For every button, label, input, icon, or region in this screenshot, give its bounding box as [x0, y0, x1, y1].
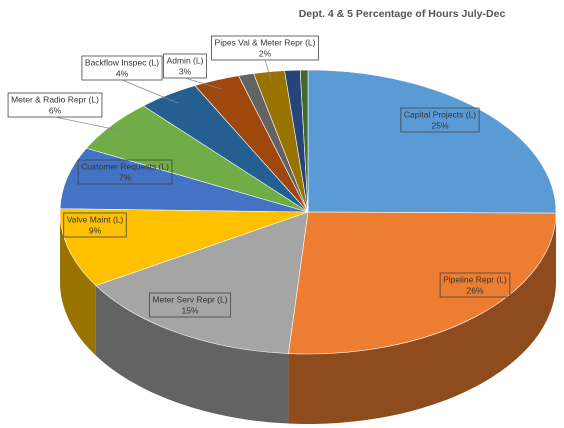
value-label: 15%: [181, 305, 198, 315]
data-label: Admin (L)3%: [163, 53, 207, 79]
data-label: Pipeline Repr (L)26%: [439, 272, 511, 298]
category-label: Admin (L): [167, 55, 204, 65]
label-box: [439, 272, 511, 298]
value-label: 25%: [431, 120, 448, 130]
category-label: Capital Projects (L): [404, 109, 476, 119]
data-label: Meter Serv Repr (L)15%: [149, 292, 231, 318]
value-label: 7%: [119, 172, 132, 182]
category-label: Customer Requests (L): [81, 161, 169, 171]
slice-side: [60, 212, 96, 356]
value-label: 4%: [116, 68, 129, 78]
category-label: Pipes Val & Meter Repr (L): [215, 37, 316, 47]
slice: [59, 208, 309, 286]
leader-line: [54, 116, 126, 132]
slice: [59, 147, 309, 213]
data-label: Valve Maint (L)9%: [63, 212, 127, 238]
label-box: [77, 159, 173, 185]
data-label: Meter & Radio Repr (L)6%: [7, 92, 103, 118]
value-label: 3%: [179, 66, 192, 76]
category-label: Meter & Radio Repr (L): [11, 94, 99, 104]
value-label: 9%: [89, 225, 102, 235]
slice: [307, 69, 557, 214]
leader-line: [121, 79, 178, 104]
value-label: 2%: [259, 48, 272, 58]
category-label: Valve Maint (L): [67, 214, 124, 224]
label-box: [400, 107, 480, 133]
chart-title: Dept. 4 & 5 Percentage of Hours July-Dec: [299, 8, 506, 20]
slice: [299, 69, 309, 213]
data-label: Customer Requests (L)7%: [77, 159, 173, 185]
category-label: Meter Serv Repr (L): [152, 294, 227, 304]
data-label: Pipes Val & Meter Repr (L)2%: [211, 35, 319, 61]
category-label: Pipeline Repr (L): [443, 274, 507, 284]
label-box: [63, 212, 127, 238]
category-label: Backflow Inspec (L): [85, 57, 159, 67]
label-box: [149, 292, 231, 318]
leader-line: [184, 77, 223, 90]
data-label: Capital Projects (L)25%: [400, 107, 480, 133]
slice: [288, 211, 557, 355]
data-label: Backflow Inspec (L)4%: [81, 55, 163, 81]
slice-side: [95, 285, 289, 424]
leader-line: [264, 59, 273, 82]
value-label: 6%: [49, 105, 62, 115]
slice: [95, 211, 309, 354]
value-label: 26%: [466, 285, 483, 295]
slice-side: [288, 213, 556, 424]
